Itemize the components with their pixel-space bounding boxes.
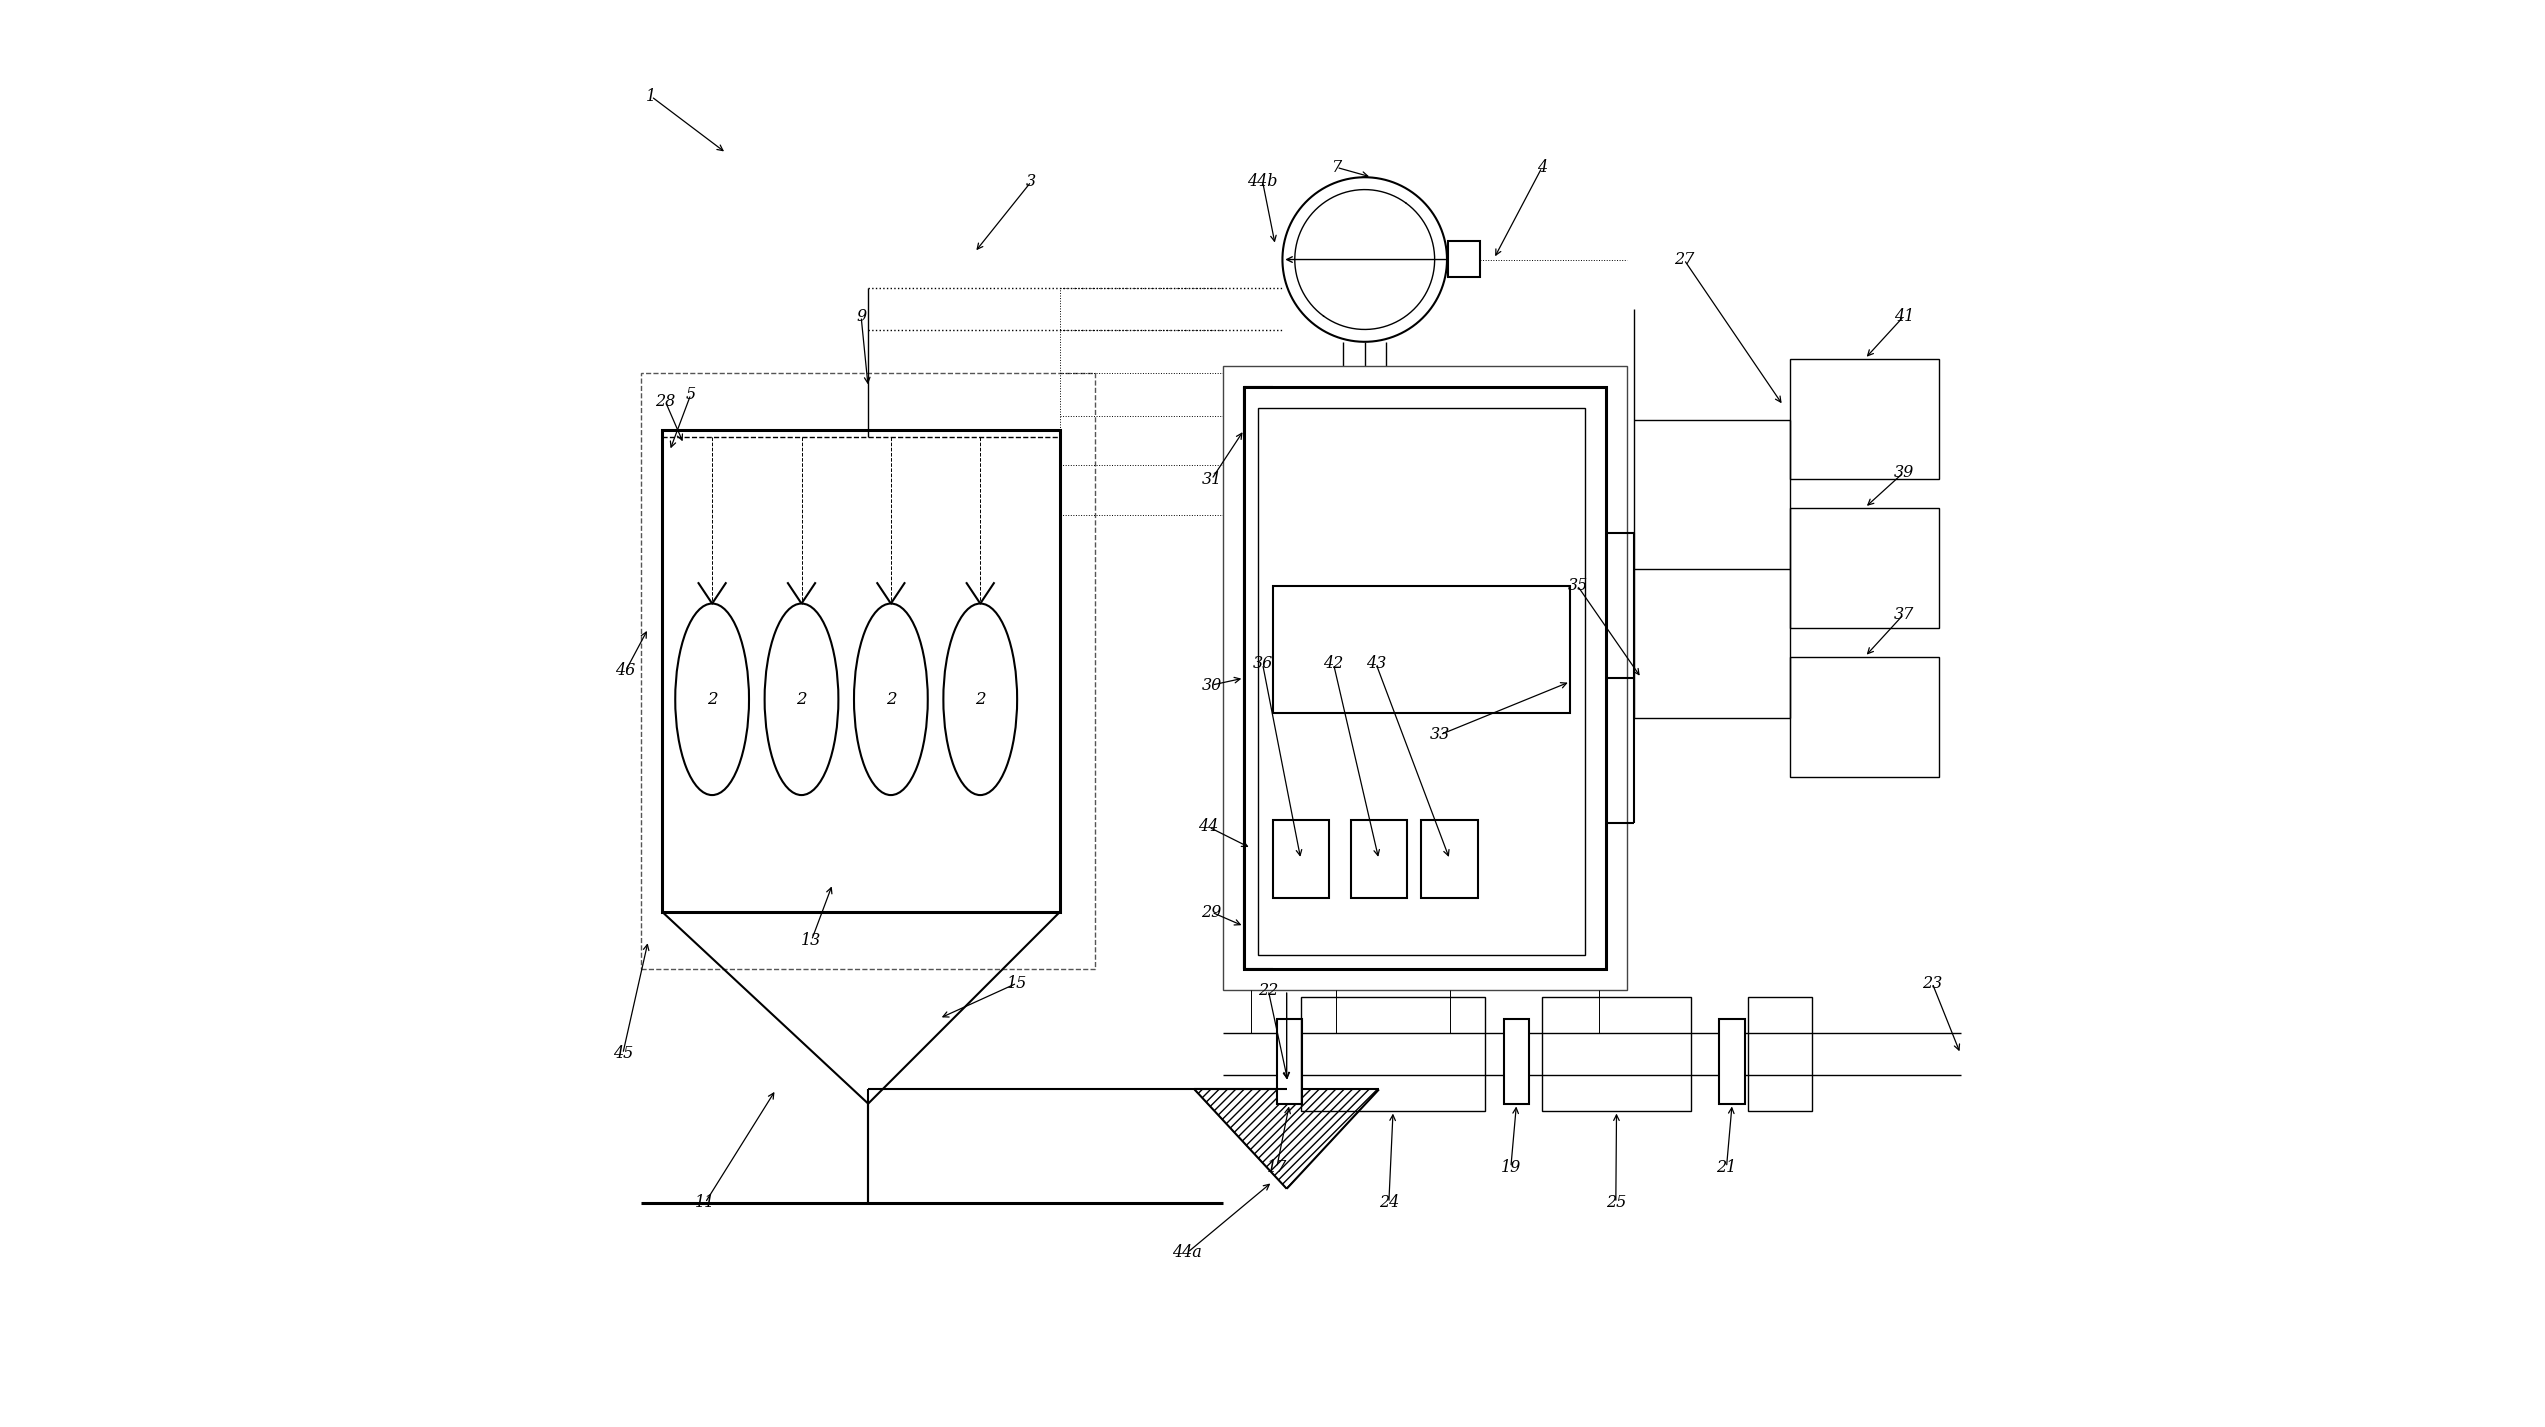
Text: 30: 30 xyxy=(1201,676,1222,694)
Text: 43: 43 xyxy=(1367,655,1387,672)
Bar xyxy=(1272,821,1328,898)
Bar xyxy=(1448,241,1479,277)
Text: 22: 22 xyxy=(1257,982,1278,999)
Bar xyxy=(1300,997,1486,1110)
Text: 3: 3 xyxy=(1026,173,1036,190)
Bar xyxy=(1272,586,1570,714)
Text: 46: 46 xyxy=(616,662,636,679)
Bar xyxy=(641,372,1094,969)
Text: 9: 9 xyxy=(855,308,865,325)
Bar xyxy=(1351,821,1407,898)
Text: 36: 36 xyxy=(1252,655,1272,672)
Bar xyxy=(1720,1019,1746,1103)
Bar xyxy=(1257,408,1586,955)
Text: 4: 4 xyxy=(1537,158,1547,176)
Text: 21: 21 xyxy=(1715,1159,1736,1176)
Text: 39: 39 xyxy=(1893,464,1914,481)
Text: 42: 42 xyxy=(1323,655,1344,672)
Text: 44a: 44a xyxy=(1173,1244,1201,1261)
Bar xyxy=(1245,387,1606,969)
Text: 2: 2 xyxy=(975,691,985,708)
Text: 41: 41 xyxy=(1893,308,1914,325)
Text: 13: 13 xyxy=(802,932,822,949)
Text: 15: 15 xyxy=(1008,975,1028,992)
Text: 7: 7 xyxy=(1331,158,1341,176)
Bar xyxy=(1222,365,1626,990)
Text: 44: 44 xyxy=(1199,819,1219,835)
Bar xyxy=(1278,1019,1303,1103)
Text: 33: 33 xyxy=(1430,726,1451,743)
Text: 19: 19 xyxy=(1502,1159,1522,1176)
Text: 28: 28 xyxy=(654,392,674,410)
Bar xyxy=(1789,358,1939,479)
Text: 23: 23 xyxy=(1921,975,1942,992)
Text: 27: 27 xyxy=(1675,251,1695,268)
Bar xyxy=(1789,508,1939,628)
Text: 2: 2 xyxy=(797,691,807,708)
Bar xyxy=(1748,997,1812,1110)
Bar xyxy=(1504,1019,1530,1103)
Text: 25: 25 xyxy=(1606,1194,1626,1212)
Text: 37: 37 xyxy=(1893,605,1914,622)
Text: 11: 11 xyxy=(695,1194,715,1212)
Bar xyxy=(1542,997,1690,1110)
Text: 29: 29 xyxy=(1201,903,1222,920)
Text: 5: 5 xyxy=(685,385,695,402)
Text: 2: 2 xyxy=(708,691,718,708)
Text: 1: 1 xyxy=(646,88,657,104)
Text: 24: 24 xyxy=(1379,1194,1400,1212)
Text: 17: 17 xyxy=(1267,1159,1288,1176)
Text: 31: 31 xyxy=(1201,471,1222,488)
Text: 45: 45 xyxy=(613,1046,634,1063)
Bar xyxy=(662,430,1059,912)
Text: 44b: 44b xyxy=(1247,173,1278,190)
Text: 35: 35 xyxy=(1568,578,1588,594)
Bar xyxy=(1789,656,1939,778)
Bar xyxy=(1423,821,1479,898)
Text: 2: 2 xyxy=(886,691,896,708)
